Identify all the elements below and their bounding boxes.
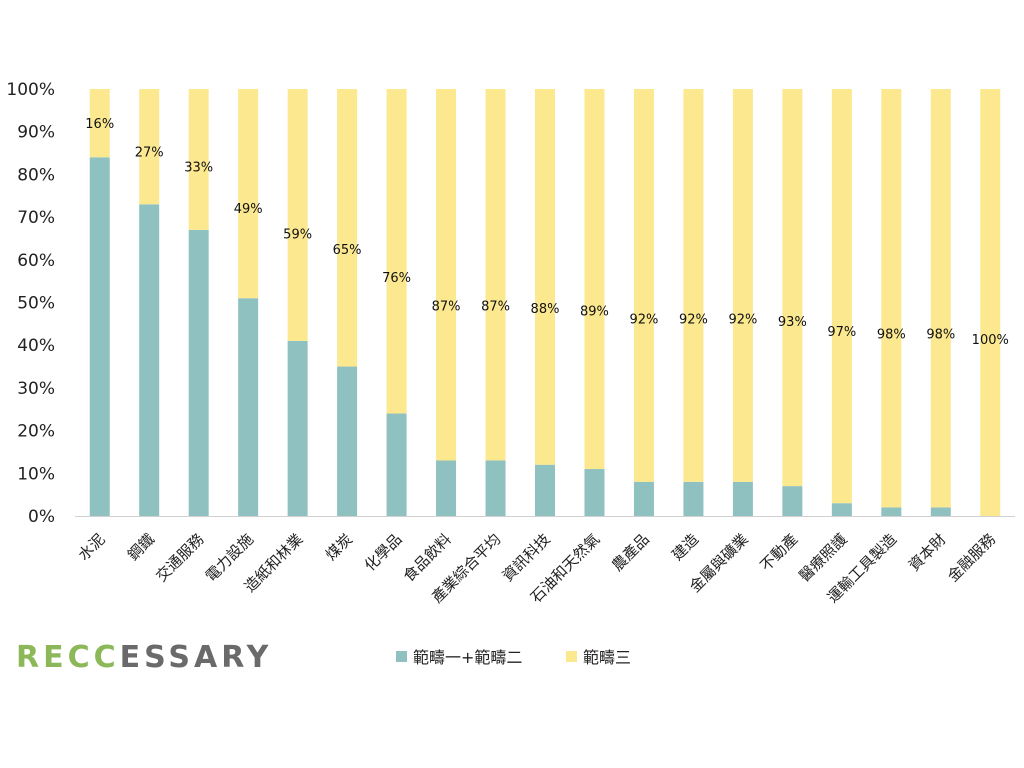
logo-part-2: ESSARY [119, 640, 273, 675]
bar-scope12 [287, 340, 308, 516]
data-label: 92% [728, 312, 757, 327]
bar-scope3 [287, 89, 308, 341]
y-tick-label: 80% [17, 165, 55, 185]
y-tick-label: 20% [17, 422, 55, 442]
y-tick-label: 100% [6, 80, 55, 100]
x-category-label: 農產品 [608, 530, 653, 575]
x-category-label: 交通服務 [152, 530, 207, 585]
bar-scope3 [386, 89, 407, 414]
data-label: 87% [481, 299, 510, 314]
y-tick-label: 40% [17, 336, 55, 356]
legend-swatch-scope3 [566, 651, 577, 662]
y-tick-label: 50% [17, 294, 55, 314]
y-tick-label: 0% [28, 507, 55, 527]
data-label: 97% [827, 325, 856, 340]
bar-scope3 [337, 89, 358, 367]
logo-part-1: RECC [16, 640, 120, 675]
data-label: 92% [629, 312, 658, 327]
data-label: 98% [926, 328, 955, 343]
data-label: 100% [972, 333, 1009, 348]
data-label: 76% [382, 271, 411, 286]
data-label: 88% [531, 302, 560, 317]
legend-label-scope3: 範疇三 [583, 648, 631, 667]
bar-scope3 [782, 89, 803, 487]
bar-scope3 [881, 89, 902, 508]
bar-scope3 [584, 89, 605, 470]
bar-scope12 [881, 507, 902, 516]
bar-scope12 [831, 503, 852, 516]
x-category-label: 不動產 [757, 530, 802, 575]
bar-scope12 [386, 413, 407, 516]
bar-scope3 [732, 89, 753, 482]
bar-scope12 [139, 204, 160, 517]
data-label: 49% [234, 202, 263, 217]
bar-scope3 [139, 89, 160, 205]
bar-scope3 [831, 89, 852, 504]
bar-scope12 [238, 298, 259, 516]
bar-scope12 [89, 157, 110, 516]
bar-scope3 [436, 89, 457, 461]
bar-scope3 [89, 89, 110, 158]
bar-scope12 [930, 507, 951, 516]
bar-scope12 [782, 486, 803, 516]
bar-scope3 [238, 89, 259, 299]
y-tick-label: 10% [17, 464, 55, 484]
data-label: 59% [283, 228, 312, 243]
data-label: 92% [679, 312, 708, 327]
data-label: 93% [778, 315, 807, 330]
bar-scope12 [584, 469, 605, 516]
y-tick-label: 30% [17, 379, 55, 399]
bar-scope12 [633, 481, 654, 516]
bar-scope3 [535, 89, 555, 465]
data-label: 33% [184, 161, 213, 176]
x-category-label: 建造 [668, 530, 702, 564]
bar-scope12 [732, 481, 753, 516]
bar-scope12 [535, 464, 555, 516]
data-label: 27% [135, 145, 164, 160]
data-label: 87% [432, 299, 461, 314]
x-category-label: 煤炭 [322, 530, 356, 564]
data-label: 89% [580, 305, 609, 320]
y-tick-label: 70% [17, 208, 55, 228]
legend-swatch-scope12 [396, 651, 407, 662]
bar-scope12 [188, 229, 209, 516]
bar-scope3 [930, 89, 951, 508]
x-category-label: 資本財 [905, 530, 950, 575]
bar-scope12 [337, 366, 358, 516]
bar-scope3 [633, 89, 654, 482]
bar-scope12 [683, 481, 704, 516]
bar-scope3 [485, 89, 506, 461]
y-tick-label: 60% [17, 251, 55, 271]
x-category-label: 化學品 [361, 530, 406, 575]
legend-label-scope12: 範疇一+範疇二 [413, 648, 522, 667]
x-category-label: 金融服務 [944, 530, 999, 585]
bar-scope3 [188, 89, 209, 230]
bar-scope12 [485, 460, 506, 516]
bar-scope3 [683, 89, 704, 482]
reccessary-logo: RECCESSARY [16, 640, 272, 675]
data-label: 16% [85, 117, 114, 132]
bar-scope3 [980, 89, 1001, 516]
bar-scope12 [436, 460, 457, 516]
x-category-label: 鋼鐵 [124, 530, 158, 564]
data-label: 65% [333, 243, 362, 258]
y-tick-label: 90% [17, 123, 55, 143]
x-category-label: 水泥 [75, 530, 109, 564]
data-label: 98% [877, 328, 906, 343]
